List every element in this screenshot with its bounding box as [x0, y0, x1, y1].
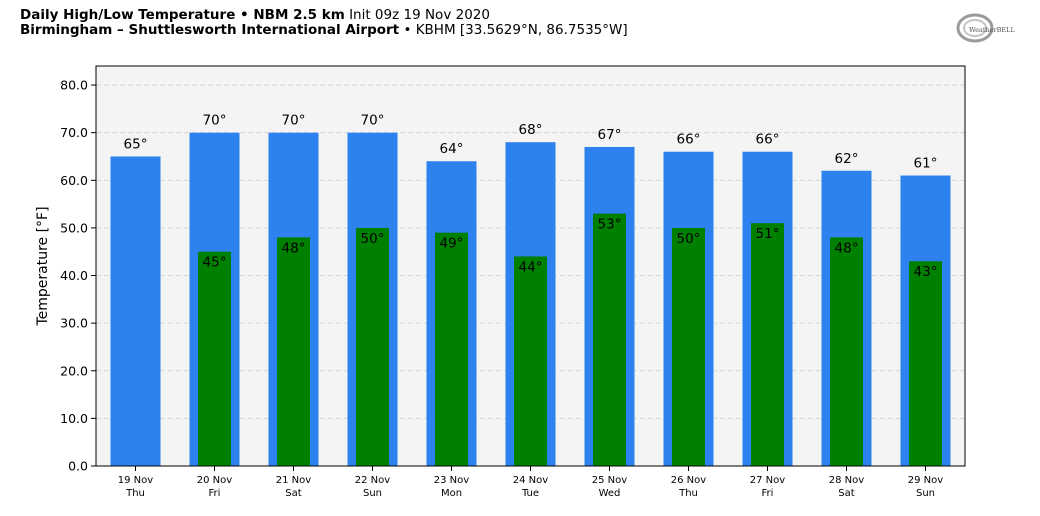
high-temp-label: 70°: [203, 113, 227, 129]
high-temp-label: 66°: [756, 132, 780, 148]
x-tick-day: Fri: [762, 488, 774, 499]
x-tick-day: Sat: [285, 488, 301, 499]
low-temp-bar: [672, 227, 705, 466]
low-temp-bar: [751, 223, 784, 466]
low-temp-label: 51°: [756, 226, 780, 242]
high-temp-label: 65°: [124, 136, 148, 152]
location-detail: • KBHM [33.5629°N, 86.7535°W]: [403, 22, 628, 38]
low-temp-label: 53°: [598, 217, 622, 233]
low-temp-bar: [435, 232, 468, 466]
chart-header: Daily High/Low Temperature • NBM 2.5 km …: [20, 8, 628, 38]
x-tick-day: Sun: [363, 488, 382, 499]
y-tick-label: 30.0: [60, 316, 88, 331]
x-tick-day: Thu: [125, 488, 145, 499]
y-tick-label: 60.0: [60, 173, 88, 188]
y-tick-label: 40.0: [60, 268, 88, 283]
high-temp-label: 68°: [519, 122, 543, 138]
x-tick-date: 22 Nov: [355, 475, 391, 486]
x-tick-day: Wed: [599, 488, 621, 499]
y-axis-ticks: 0.0 10.0 20.0 30.0 40.0 50.0 60.0 70.0 80.0: [60, 78, 96, 474]
weatherbell-logo: WeatherBELL: [955, 12, 1019, 46]
high-temp-label: 61°: [914, 156, 938, 172]
x-tick-date: 29 Nov: [908, 475, 944, 486]
x-tick-date: 26 Nov: [671, 475, 707, 486]
low-temp-bar: [514, 256, 547, 466]
y-tick-label: 10.0: [60, 411, 88, 426]
logo-text: WeatherBELL: [969, 26, 1015, 34]
x-tick-day: Fri: [209, 488, 221, 499]
x-tick-day: Sun: [916, 488, 935, 499]
low-temp-bar: [830, 237, 863, 466]
x-tick-date: 24 Nov: [513, 475, 549, 486]
chart-title: Daily High/Low Temperature • NBM 2.5 km: [20, 7, 345, 23]
x-tick-day: Mon: [441, 488, 462, 499]
high-temp-label: 64°: [440, 141, 464, 157]
y-tick-label: 20.0: [60, 363, 88, 378]
location-line: Birmingham – Shuttlesworth International…: [20, 23, 628, 38]
x-tick-day: Thu: [678, 488, 698, 499]
low-temp-label: 50°: [677, 231, 701, 247]
high-temp-label: 67°: [598, 127, 622, 143]
low-temp-bar: [277, 237, 310, 466]
y-tick-label: 80.0: [60, 78, 88, 93]
low-temp-label: 48°: [835, 240, 859, 256]
x-tick-date: 25 Nov: [592, 475, 628, 486]
x-tick-date: 23 Nov: [434, 475, 470, 486]
high-temp-label: 70°: [282, 113, 306, 129]
location-name: Birmingham – Shuttlesworth International…: [20, 22, 400, 38]
x-tick-date: 19 Nov: [118, 475, 154, 486]
high-temp-bar: [110, 156, 161, 466]
y-tick-label: 0.0: [68, 459, 88, 474]
low-temp-label: 49°: [440, 236, 464, 252]
y-tick-label: 70.0: [60, 125, 88, 140]
x-axis-ticks: 19 Nov Thu 20 Nov Fri 21 Nov Sat 22 Nov Sun 23 N…: [118, 466, 944, 499]
high-temp-label: 70°: [361, 113, 385, 129]
bars: [110, 132, 951, 466]
bar-labels: 65° 70° 70° 70° 64° 68° 67° 66° 66° 62° 61° 45° 48° 5…: [124, 113, 938, 281]
init-time: Init 09z 19 Nov 2020: [349, 7, 490, 23]
high-temp-label: 62°: [835, 151, 859, 167]
low-temp-bar: [593, 213, 626, 466]
low-temp-label: 44°: [519, 259, 543, 275]
low-temp-bar: [356, 227, 389, 466]
low-temp-label: 43°: [914, 264, 938, 280]
low-temp-label: 48°: [282, 240, 306, 256]
title-line: Daily High/Low Temperature • NBM 2.5 km …: [20, 8, 628, 23]
low-temp-bar: [909, 261, 942, 466]
x-tick-date: 28 Nov: [829, 475, 865, 486]
y-tick-label: 50.0: [60, 220, 88, 235]
low-temp-label: 45°: [203, 255, 227, 271]
y-axis-label: Temperature [°F]: [35, 206, 51, 326]
x-tick-day: Tue: [521, 488, 539, 499]
low-temp-label: 50°: [361, 231, 385, 247]
low-temp-bar: [198, 251, 231, 466]
high-temp-label: 66°: [677, 132, 701, 148]
x-tick-date: 21 Nov: [276, 475, 312, 486]
x-tick-day: Sat: [838, 488, 854, 499]
x-tick-date: 27 Nov: [750, 475, 786, 486]
x-tick-date: 20 Nov: [197, 475, 233, 486]
